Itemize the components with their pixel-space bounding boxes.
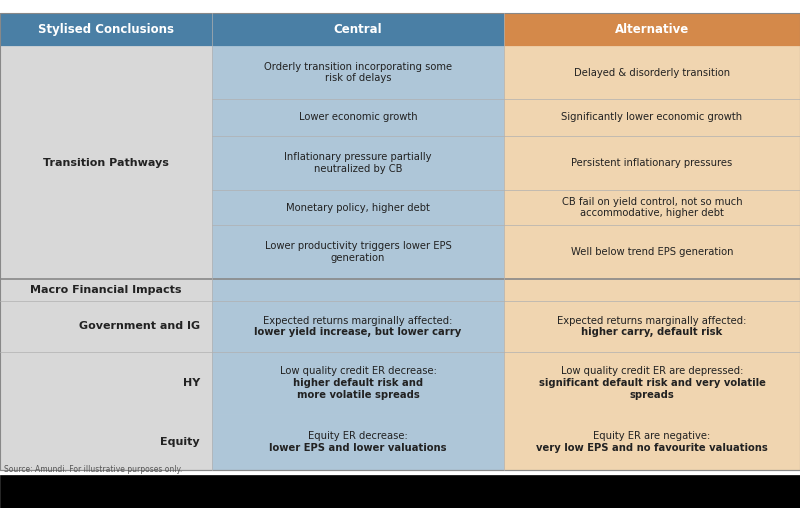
Text: Expected returns marginally affected:: Expected returns marginally affected: [263,316,453,326]
Text: significant default risk and very volatile: significant default risk and very volati… [538,378,766,388]
Bar [212,301,504,352]
Bar [0,414,212,470]
Text: Alternative: Alternative [615,23,689,36]
Text: Persistent inflationary pressures: Persistent inflationary pressures [571,158,733,168]
Text: Transition Pathways: Transition Pathways [43,158,169,168]
Text: Equity ER decrease:: Equity ER decrease: [308,431,408,441]
Text: Delayed & disorderly transition: Delayed & disorderly transition [574,68,730,78]
Bar [212,414,504,470]
Text: higher default risk and: higher default risk and [293,378,423,388]
Bar [212,13,504,46]
Bar [212,46,504,279]
Text: Stylised Conclusions: Stylised Conclusions [38,23,174,36]
Text: Inflationary pressure partially
neutralized by CB: Inflationary pressure partially neutrali… [284,152,432,174]
Bar [0,13,212,46]
Text: Monetary policy, higher debt: Monetary policy, higher debt [286,203,430,212]
Bar [504,352,800,414]
Text: Equity ER are negative:: Equity ER are negative: [594,431,710,441]
Text: Low quality credit ER are depressed:: Low quality credit ER are depressed: [561,366,743,376]
Text: Macro Financial Impacts: Macro Financial Impacts [30,285,182,295]
Text: Well below trend EPS generation: Well below trend EPS generation [570,247,734,257]
Text: Central: Central [334,23,382,36]
Text: CB fail on yield control, not so much
accommodative, higher debt: CB fail on yield control, not so much ac… [562,197,742,218]
Text: Government and IG: Government and IG [79,322,200,332]
Bar [212,352,504,414]
Text: HY: HY [182,378,200,388]
Text: lower yield increase, but lower carry: lower yield increase, but lower carry [254,327,462,337]
Bar [504,301,800,352]
Text: Equity: Equity [160,437,200,447]
Text: Lower economic growth: Lower economic growth [298,112,418,122]
Bar [504,279,800,301]
Bar [0,352,212,414]
Bar [0,46,212,279]
Text: Expected returns marginally affected:: Expected returns marginally affected: [558,316,746,326]
Text: lower EPS and lower valuations: lower EPS and lower valuations [270,442,446,453]
Bar [504,414,800,470]
Text: Lower productivity triggers lower EPS
generation: Lower productivity triggers lower EPS ge… [265,241,451,263]
Text: Source: Amundi. For illustrative purposes only.: Source: Amundi. For illustrative purpose… [4,465,182,474]
Text: higher carry, default risk: higher carry, default risk [582,327,722,337]
Bar [0,301,212,352]
Bar [212,279,504,301]
Bar [504,46,800,279]
Bar [0,475,800,508]
Bar [0,279,212,301]
Text: Low quality credit ER decrease:: Low quality credit ER decrease: [279,366,437,376]
Text: very low EPS and no favourite valuations: very low EPS and no favourite valuations [536,442,768,453]
Text: Significantly lower economic growth: Significantly lower economic growth [562,112,742,122]
Bar [504,13,800,46]
Text: spreads: spreads [630,390,674,400]
Text: Orderly transition incorporating some
risk of delays: Orderly transition incorporating some ri… [264,62,452,83]
Text: more volatile spreads: more volatile spreads [297,390,419,400]
